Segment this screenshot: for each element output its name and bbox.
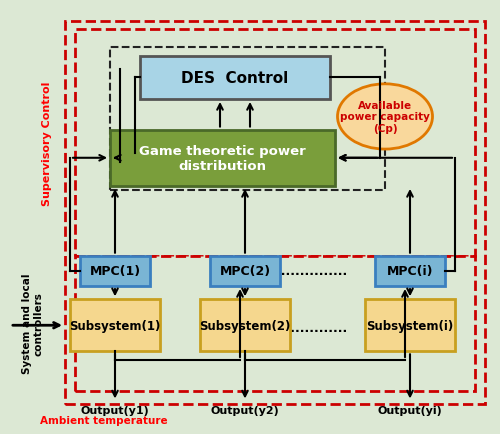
Text: Output(yi): Output(yi) xyxy=(378,405,442,415)
Text: Ambient temperature: Ambient temperature xyxy=(40,415,168,425)
Text: MPC(i): MPC(i) xyxy=(387,265,434,278)
Text: System and local
controllers: System and local controllers xyxy=(22,273,44,374)
Bar xyxy=(75,256,475,391)
Text: MPC(2): MPC(2) xyxy=(220,265,270,278)
Text: ...............: ............... xyxy=(277,321,348,334)
Text: Game theoretic power
distribution: Game theoretic power distribution xyxy=(139,145,306,172)
Text: Supervisory Control: Supervisory Control xyxy=(42,81,52,205)
Text: ...............: ............... xyxy=(277,265,348,278)
Bar xyxy=(375,256,445,286)
Bar xyxy=(140,56,330,100)
Ellipse shape xyxy=(338,85,432,150)
Bar xyxy=(80,256,150,286)
Text: MPC(1): MPC(1) xyxy=(90,265,140,278)
Text: Subsystem(i): Subsystem(i) xyxy=(366,319,454,332)
Bar xyxy=(110,130,335,187)
Bar xyxy=(200,299,290,352)
Bar xyxy=(70,299,160,352)
Bar xyxy=(110,48,385,191)
Text: DES  Control: DES Control xyxy=(182,71,288,85)
Bar xyxy=(365,299,455,352)
Text: Available
power capacity
(Cp): Available power capacity (Cp) xyxy=(340,101,430,134)
Text: Subsystem(1): Subsystem(1) xyxy=(70,319,160,332)
Bar xyxy=(210,256,280,286)
Text: Output(y2): Output(y2) xyxy=(210,405,280,415)
Bar xyxy=(75,30,475,256)
Text: Output(y1): Output(y1) xyxy=(80,405,150,415)
Text: Subsystem(2): Subsystem(2) xyxy=(200,319,290,332)
Bar xyxy=(65,22,485,404)
